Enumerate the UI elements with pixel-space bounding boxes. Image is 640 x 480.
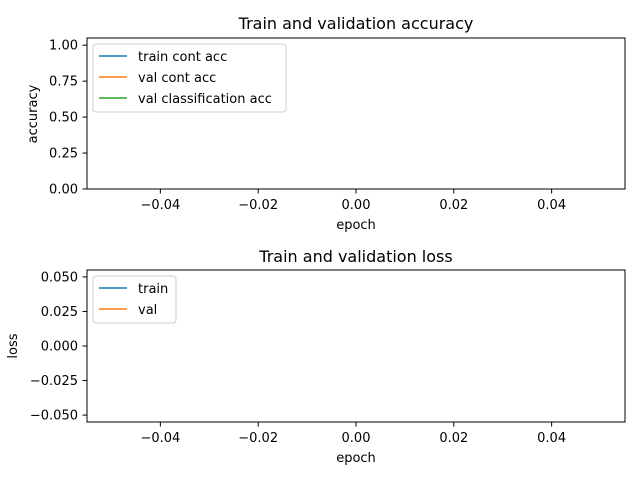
accuracy-x-ticks: −0.04 −0.02 0.00 0.02 0.04: [140, 189, 566, 213]
loss-x-tick-label: 0.00: [342, 431, 371, 446]
loss-x-ticks: −0.04 −0.02 0.00 0.02 0.04: [140, 422, 566, 446]
loss-x-tick-label: −0.02: [238, 431, 278, 446]
loss-y-tick-label: 0.025: [41, 305, 78, 320]
loss-x-axis-label: epoch: [336, 451, 376, 466]
accuracy-legend-box: [92, 43, 287, 113]
loss-legend: train val: [92, 275, 177, 324]
loss-y-tick-label: −0.050: [30, 409, 78, 424]
accuracy-y-axis-label: accuracy: [26, 84, 41, 143]
loss-y-tick-label: 0.050: [41, 270, 78, 285]
legend-label-train: train: [138, 282, 168, 297]
legend-label-val: val: [138, 303, 157, 318]
accuracy-x-tick-label: −0.04: [140, 198, 180, 213]
loss-chart-title: Train and validation loss: [258, 247, 452, 266]
legend-label-train-cont-acc: train cont acc: [138, 50, 227, 65]
accuracy-x-tick-label: −0.02: [238, 198, 278, 213]
accuracy-chart-title: Train and validation accuracy: [238, 14, 474, 33]
accuracy-x-axis-label: epoch: [336, 218, 376, 233]
legend-label-val-classification-acc: val classification acc: [138, 92, 272, 107]
loss-x-tick-label: −0.04: [140, 431, 180, 446]
loss-y-tick-label: 0.000: [41, 340, 78, 355]
loss-y-axis-label: loss: [6, 333, 21, 358]
loss-subplot: Train and validation loss −0.050 −0.025 0.…: [6, 247, 626, 466]
loss-x-tick-label: 0.02: [439, 431, 468, 446]
accuracy-y-tick-label: 0.50: [49, 111, 78, 126]
legend-label-val-cont-acc: val cont acc: [138, 71, 216, 86]
accuracy-y-tick-label: 1.00: [49, 39, 78, 54]
loss-y-tick-label: −0.025: [30, 374, 78, 389]
accuracy-legend: train cont acc val cont acc val classifi…: [92, 43, 287, 113]
accuracy-y-tick-label: 0.00: [49, 183, 78, 198]
loss-y-ticks: −0.050 −0.025 0.000 0.025 0.050: [30, 270, 87, 424]
accuracy-x-tick-label: 0.04: [537, 198, 566, 213]
loss-x-tick-label: 0.04: [537, 431, 566, 446]
accuracy-x-tick-label: 0.00: [342, 198, 371, 213]
accuracy-y-tick-label: 0.75: [49, 75, 78, 90]
accuracy-subplot: Train and validation accuracy 0.000.250.…: [26, 14, 626, 233]
accuracy-x-tick-label: 0.02: [439, 198, 468, 213]
accuracy-y-tick-label: 0.25: [49, 147, 78, 162]
accuracy-y-ticks: 0.00 0.25 0.50 0.75 1.00: [49, 39, 87, 198]
